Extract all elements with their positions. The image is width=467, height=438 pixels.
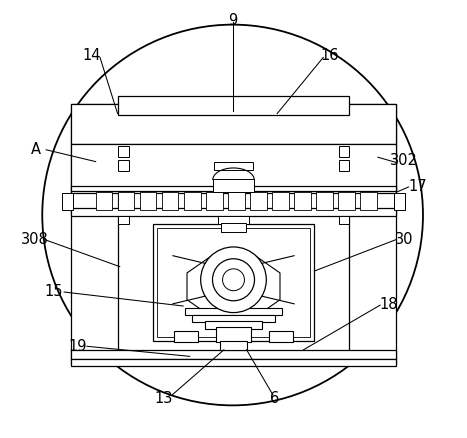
Bar bbox=[218, 216, 249, 224]
Text: 15: 15 bbox=[45, 283, 64, 299]
Bar bbox=[185, 308, 282, 315]
Bar bbox=[339, 217, 349, 225]
Text: 18: 18 bbox=[380, 297, 398, 311]
Bar bbox=[339, 161, 349, 172]
Bar bbox=[71, 359, 396, 366]
Text: 13: 13 bbox=[154, 391, 173, 406]
Bar bbox=[205, 321, 262, 329]
Bar bbox=[157, 229, 310, 337]
Bar bbox=[220, 341, 247, 350]
Bar bbox=[250, 193, 267, 211]
Bar bbox=[184, 193, 200, 211]
Polygon shape bbox=[187, 254, 280, 319]
Bar bbox=[174, 331, 198, 342]
Bar bbox=[316, 193, 333, 211]
Bar bbox=[118, 96, 349, 116]
Bar bbox=[118, 193, 134, 211]
Text: 9: 9 bbox=[228, 13, 237, 28]
Bar bbox=[269, 331, 293, 342]
Circle shape bbox=[223, 269, 244, 291]
Bar bbox=[228, 193, 245, 211]
Bar bbox=[71, 350, 396, 360]
Circle shape bbox=[42, 25, 423, 406]
Text: 6: 6 bbox=[270, 391, 280, 406]
Bar bbox=[71, 105, 118, 364]
Bar bbox=[71, 145, 396, 194]
Bar bbox=[62, 193, 73, 211]
Text: 19: 19 bbox=[69, 338, 87, 353]
Bar bbox=[272, 193, 289, 211]
Bar bbox=[71, 187, 396, 192]
Bar bbox=[118, 147, 129, 158]
Bar bbox=[192, 315, 275, 322]
Bar bbox=[206, 193, 223, 211]
Circle shape bbox=[212, 259, 255, 301]
Bar bbox=[71, 105, 396, 145]
Text: 302: 302 bbox=[390, 152, 418, 168]
Bar bbox=[214, 163, 253, 171]
Bar bbox=[71, 209, 396, 217]
Bar bbox=[96, 193, 112, 211]
Text: 30: 30 bbox=[395, 231, 413, 246]
Bar bbox=[162, 193, 178, 211]
Bar bbox=[339, 193, 355, 211]
Bar bbox=[339, 147, 349, 158]
Text: A: A bbox=[31, 141, 41, 157]
Bar bbox=[294, 193, 311, 211]
Bar bbox=[394, 193, 405, 211]
Text: 308: 308 bbox=[21, 231, 48, 246]
Bar bbox=[140, 193, 156, 211]
Bar bbox=[118, 161, 129, 172]
Bar bbox=[118, 217, 129, 225]
Text: 17: 17 bbox=[408, 179, 427, 194]
Bar bbox=[213, 180, 254, 193]
Bar bbox=[221, 223, 246, 232]
Text: 16: 16 bbox=[320, 48, 339, 63]
Bar bbox=[361, 193, 377, 211]
Bar bbox=[349, 105, 396, 364]
Bar bbox=[153, 224, 314, 341]
Bar bbox=[216, 327, 251, 342]
Circle shape bbox=[201, 247, 266, 313]
Text: 14: 14 bbox=[82, 48, 100, 63]
